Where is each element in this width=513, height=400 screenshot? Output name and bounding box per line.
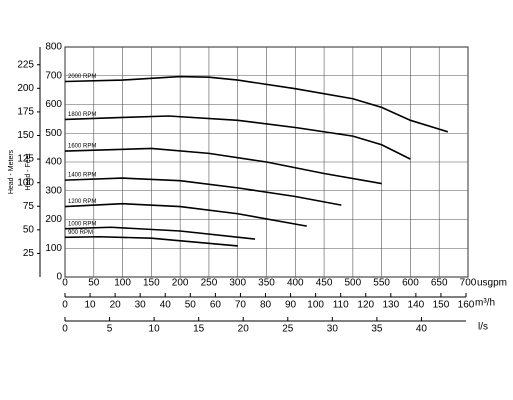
y2-tick-label: 100 <box>17 177 34 188</box>
x-tick-label: 250 <box>201 278 218 289</box>
y2-tick-label: 175 <box>17 107 34 118</box>
pump-curve <box>64 226 256 240</box>
curve-label: 1800 RPM <box>68 112 96 118</box>
y2-tick-label: 150 <box>17 130 34 141</box>
pump-curve <box>64 147 382 185</box>
x2-tick-label: 50 <box>185 300 197 311</box>
x-tick-label: 100 <box>114 278 131 289</box>
x2-tick-label: 0 <box>62 300 68 311</box>
x2-tick-label: 60 <box>210 300 222 311</box>
x2-tick-label: 130 <box>382 300 399 311</box>
x2-tick-label: 150 <box>433 300 450 311</box>
x2-tick-label: 10 <box>85 300 97 311</box>
x3-tick-label: 35 <box>371 324 383 335</box>
y-tick-label: 400 <box>45 157 62 168</box>
y2-tick-label: 25 <box>23 248 35 259</box>
x-tick-label: 600 <box>402 278 419 289</box>
curve-label: 1000 RPM <box>68 221 96 227</box>
x3-tick-label: 30 <box>327 324 339 335</box>
y-tick-label: 800 <box>45 42 62 53</box>
x-tick-label: 550 <box>373 278 390 289</box>
y-tick-label: 600 <box>45 99 62 110</box>
y-tick-label: 0 <box>56 272 62 283</box>
x2-tick-label: 70 <box>235 300 247 311</box>
pump-curve <box>64 235 238 247</box>
x-tick-label: 650 <box>431 278 448 289</box>
curve-label: 1600 RPM <box>68 144 96 150</box>
y-tick-label: 200 <box>45 214 62 225</box>
y2-tick-label: 125 <box>17 154 34 165</box>
y-tick-label: 300 <box>45 185 62 196</box>
x2-tick-label: 100 <box>307 300 324 311</box>
x2-tick-label: 120 <box>357 300 374 311</box>
x3-axis-label: l/s <box>478 322 488 333</box>
curve-label: 1200 RPM <box>68 199 96 205</box>
x-tick-label: 350 <box>258 278 275 289</box>
x2-tick-label: 40 <box>160 300 172 311</box>
y2-axis-label: Head - Meters <box>8 149 15 194</box>
pump-curve <box>64 177 342 206</box>
x2-tick-label: 30 <box>135 300 147 311</box>
x2-tick-label: 80 <box>260 300 272 311</box>
y2-tick-label: 200 <box>17 83 34 94</box>
x-axis-label: usgpm <box>477 278 507 289</box>
x-tick-label: 450 <box>316 278 333 289</box>
y2-tick-label: 50 <box>23 224 35 235</box>
x2-tick-label: 140 <box>408 300 425 311</box>
x-tick-label: 50 <box>88 278 100 289</box>
curve-label: 2000 RPM <box>68 74 96 80</box>
x-tick-label: 400 <box>287 278 304 289</box>
curve-label: 1400 RPM <box>68 173 96 179</box>
pump-curve <box>64 75 449 133</box>
x3-tick-label: 25 <box>282 324 294 335</box>
y-axis-label: Head - Feet <box>25 153 32 190</box>
x-tick-label: 200 <box>172 278 189 289</box>
x2-tick-label: 20 <box>110 300 122 311</box>
x-tick-label: 0 <box>62 278 68 289</box>
x2-tick-label: 110 <box>333 300 349 311</box>
x3-tick-label: 40 <box>416 324 428 335</box>
x-tick-label: 500 <box>345 278 362 289</box>
x-tick-label: 150 <box>143 278 160 289</box>
x2-axis-label: m³/h <box>475 298 495 309</box>
y-tick-label: 700 <box>45 70 62 81</box>
y-tick-label: 100 <box>45 243 62 254</box>
pump-curve <box>64 115 411 160</box>
x-tick-label: 700 <box>460 278 477 289</box>
x3-tick-label: 10 <box>149 324 161 335</box>
curve-label: 900 RPM <box>68 230 93 236</box>
x-tick-label: 300 <box>229 278 246 289</box>
x2-tick-label: 160 <box>458 300 475 311</box>
x3-tick-label: 5 <box>107 324 113 335</box>
x3-tick-label: 20 <box>238 324 250 335</box>
y-tick-label: 500 <box>45 128 62 139</box>
x3-tick-label: 15 <box>193 324 205 335</box>
pump-curve <box>64 202 307 227</box>
x2-tick-label: 90 <box>285 300 297 311</box>
y2-tick-label: 75 <box>23 201 35 212</box>
x3-tick-label: 0 <box>62 324 68 335</box>
y2-tick-label: 225 <box>17 59 34 70</box>
